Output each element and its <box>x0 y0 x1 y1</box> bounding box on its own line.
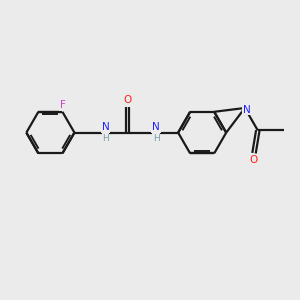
Text: F: F <box>60 100 66 110</box>
Text: O: O <box>249 155 257 165</box>
Text: H: H <box>153 134 159 143</box>
Text: N: N <box>242 105 250 115</box>
Text: H: H <box>102 134 109 143</box>
Text: N: N <box>152 122 160 132</box>
Text: O: O <box>123 95 132 105</box>
Text: N: N <box>101 122 109 132</box>
